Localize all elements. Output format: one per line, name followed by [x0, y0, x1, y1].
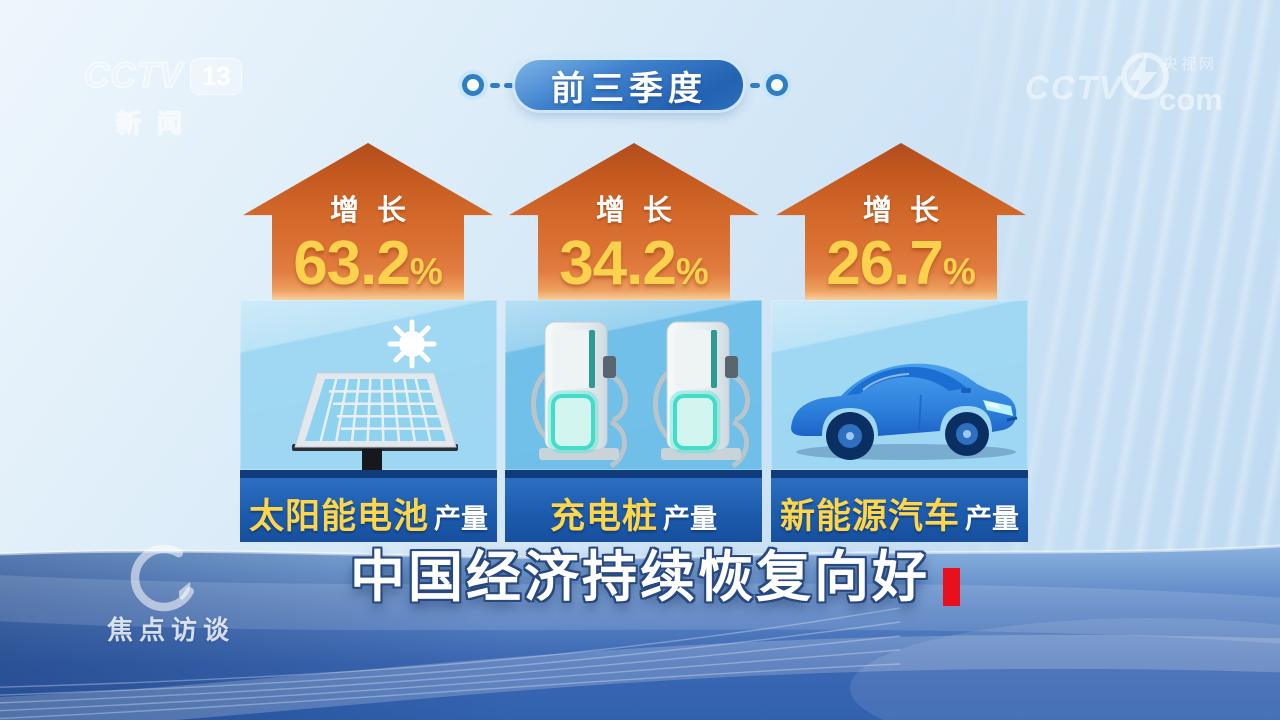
- growth-value: 63.2%: [293, 229, 443, 298]
- growth-value: 26.7%: [826, 229, 976, 298]
- period-badge: 前三季度: [515, 60, 743, 110]
- headline-title: 中国经济持续恢复向好: [349, 546, 930, 608]
- headline-red-block: [943, 568, 960, 606]
- cctvcom-suffix: com: [1159, 82, 1223, 117]
- connector-dash-icon: [504, 83, 514, 88]
- card-floor-strip: [771, 470, 1028, 478]
- focus-program-name: 焦点访谈: [106, 615, 235, 645]
- stat-card-solar: 太阳能电池 产量: [240, 300, 497, 542]
- growth-label: 增长: [595, 195, 690, 227]
- card-floor-strip: [240, 470, 497, 478]
- connector-dot-right-icon: [766, 74, 788, 96]
- focus-program-logo-icon: [130, 544, 198, 612]
- cctv13-wordmark: CCTV: [83, 55, 184, 96]
- card-label: 充电桩 产量: [505, 478, 762, 542]
- connector-dash-icon: [490, 83, 500, 88]
- card-label: 太阳能电池 产量: [240, 478, 497, 542]
- connector-dot-left-icon: [462, 74, 484, 96]
- stat-card-charger: 充电桩 产量: [505, 300, 762, 542]
- growth-label: 增长: [329, 195, 424, 227]
- cctv13-logo: CCTV 13 新闻: [83, 55, 243, 140]
- stat-card-car: 新能源汽车 产量: [771, 300, 1028, 542]
- growth-label: 增长: [862, 195, 957, 227]
- sun-icon: [387, 319, 437, 369]
- solar-panel-icon: [240, 300, 497, 470]
- cctvcom-globe-icon: [1121, 52, 1169, 100]
- card-label: 新能源汽车 产量: [771, 478, 1028, 542]
- card-floor-strip: [505, 470, 762, 478]
- cctv-com-logo: CCTV 央视网 com: [1025, 52, 1223, 117]
- ev-charging-station-icon: [505, 300, 762, 470]
- cctvcom-cn-label: 央视网: [1163, 56, 1217, 73]
- lightning-bolt-icon: [1130, 53, 1157, 101]
- cctv13-channel-label: 新闻: [115, 109, 199, 138]
- new-energy-car-icon: [771, 300, 1028, 470]
- growth-value: 34.2%: [559, 229, 709, 298]
- bottom-band: [0, 544, 1280, 720]
- growth-arrow-charger: 增长 34.2%: [509, 143, 759, 300]
- growth-arrow-solar: 增长 63.2%: [243, 143, 493, 300]
- connector-dash-icon: [750, 83, 760, 88]
- cctvcom-wordmark: CCTV: [1025, 69, 1124, 106]
- cctv13-channel-number: 13: [190, 57, 243, 95]
